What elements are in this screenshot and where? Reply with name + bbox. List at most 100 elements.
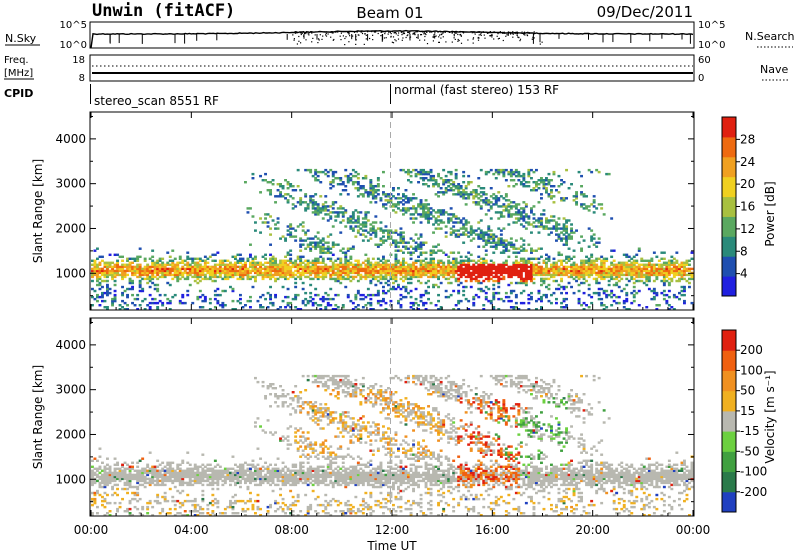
power-cell xyxy=(417,181,421,184)
power-cell xyxy=(474,271,478,275)
velocity-cell xyxy=(168,469,172,473)
power-cell xyxy=(442,213,446,216)
power-cell xyxy=(171,263,175,267)
power-cell xyxy=(286,233,290,236)
power-cell xyxy=(519,213,523,216)
power-cell xyxy=(294,277,298,281)
power-cell xyxy=(595,281,599,285)
power-cell xyxy=(326,241,330,244)
velocity-cell xyxy=(136,477,140,481)
nsearch-dot xyxy=(380,31,382,33)
power-cell xyxy=(597,241,601,244)
power-cell xyxy=(560,231,564,234)
power-cell xyxy=(422,269,426,273)
power-cell xyxy=(457,308,461,311)
power-cell xyxy=(610,267,614,271)
power-cell xyxy=(133,265,137,269)
power-cell xyxy=(259,191,263,194)
power-cell xyxy=(514,213,518,216)
power-cell xyxy=(678,265,681,269)
power-cell xyxy=(91,263,94,267)
power-cell xyxy=(530,177,533,180)
power-cell xyxy=(131,285,135,289)
power-cell xyxy=(279,269,283,273)
power-cell xyxy=(309,197,313,200)
power-cell xyxy=(326,293,330,297)
power-cell xyxy=(231,289,235,293)
y-tick-label: 3000 xyxy=(55,177,86,191)
power-cell xyxy=(226,273,230,277)
power-cell xyxy=(409,306,413,309)
power-cell xyxy=(587,209,591,212)
power-cell xyxy=(434,211,438,214)
power-cell xyxy=(417,308,421,311)
power-cell xyxy=(136,265,140,269)
power-cell xyxy=(672,265,676,269)
power-cell xyxy=(632,261,636,265)
power-cell xyxy=(356,181,360,184)
velocity-cell xyxy=(173,507,177,511)
power-cell xyxy=(256,267,260,271)
power-cell xyxy=(502,205,506,208)
nsearch-dot xyxy=(454,32,456,34)
power-cell xyxy=(442,191,446,194)
power-cell xyxy=(208,308,212,311)
velocity-cell xyxy=(193,503,197,507)
power-cell xyxy=(590,267,594,271)
power-cell xyxy=(627,273,631,277)
velocity-cell xyxy=(101,479,104,483)
power-cell xyxy=(279,261,283,265)
velocity-cell xyxy=(93,493,97,497)
nsearch-dot xyxy=(432,40,434,42)
power-cell xyxy=(284,179,288,182)
power-cell xyxy=(344,269,348,273)
power-cell xyxy=(625,269,629,273)
power-cell xyxy=(402,295,405,299)
power-cell xyxy=(452,189,456,192)
power-cell xyxy=(437,215,441,218)
power-cell xyxy=(239,257,242,261)
nsearch-dot xyxy=(354,31,356,33)
power-cell xyxy=(680,277,684,281)
power-cell xyxy=(587,267,591,271)
power-cell xyxy=(469,181,473,184)
power-cell xyxy=(356,265,360,269)
power-cell xyxy=(414,269,418,273)
power-cell xyxy=(334,215,338,218)
power-cell xyxy=(567,255,571,259)
power-cell xyxy=(550,301,553,305)
nsearch-dot xyxy=(425,31,427,33)
power-cell xyxy=(223,267,227,271)
power-cell xyxy=(459,221,463,224)
power-cell xyxy=(269,227,273,230)
nsearch-dot xyxy=(373,31,375,33)
velocity-cell xyxy=(148,499,152,503)
power-cell xyxy=(284,273,288,277)
power-cell xyxy=(497,241,501,244)
power-cell xyxy=(530,247,533,250)
power-cell xyxy=(507,243,511,246)
power-cell xyxy=(369,269,373,273)
power-cell xyxy=(361,217,365,220)
power-cell xyxy=(512,289,516,293)
power-cell xyxy=(351,308,355,311)
power-cell xyxy=(208,267,212,271)
power-cell xyxy=(530,267,533,271)
velocity-cell xyxy=(101,461,104,465)
power-cell xyxy=(595,263,599,267)
power-cell xyxy=(627,269,631,273)
power-cell xyxy=(161,304,165,307)
nsearch-dot xyxy=(493,31,495,33)
power-cell xyxy=(151,281,155,285)
power-cell xyxy=(113,269,117,273)
power-cell xyxy=(276,227,280,230)
power-cell xyxy=(374,235,378,238)
power-cell xyxy=(427,215,431,218)
power-cell xyxy=(432,271,436,275)
power-cell xyxy=(103,299,107,303)
power-cell xyxy=(414,207,418,210)
power-cell xyxy=(191,265,195,269)
power-cell xyxy=(196,277,200,281)
power-cell xyxy=(279,195,283,198)
power-cell xyxy=(384,277,388,281)
